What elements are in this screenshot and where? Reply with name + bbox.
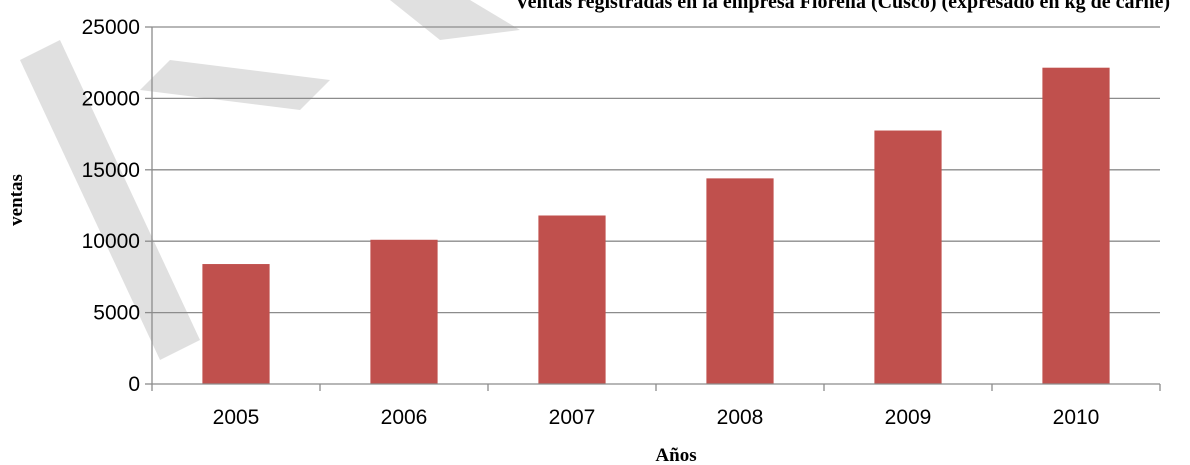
x-tick-label: 2005 [213,406,260,429]
bar-2006 [370,239,438,384]
x-tick-labels: 2005 2006 2007 2008 2009 2010 [213,406,1100,429]
x-axis-title: Años [655,445,696,465]
x-tick-label: 2010 [1053,406,1100,429]
bar-2007 [538,215,606,384]
grid-lines [152,26,1160,314]
chart-title: Ventas registradas en la empresa Fiorell… [515,0,1170,13]
y-tick-label: 0 [128,373,140,396]
y-tick-label: 20000 [82,87,140,110]
y-tick-labels: 0 5000 10000 15000 20000 25000 [82,16,140,396]
bars [202,67,1110,384]
bar-2010 [1042,67,1110,384]
x-tick-label: 2008 [717,406,764,429]
bar-2008 [706,178,774,384]
bar-2005 [202,264,270,384]
x-tick-label: 2006 [381,406,428,429]
y-tick-label: 25000 [82,16,140,39]
bar-2009 [874,130,942,384]
x-tick-label: 2009 [885,406,932,429]
watermark [20,0,520,360]
y-tick-label: 10000 [82,230,140,253]
y-tick-label: 5000 [93,302,140,325]
y-tick-label: 15000 [82,159,140,182]
axes [145,26,1161,391]
x-tick-label: 2007 [549,406,596,429]
y-axis-title: ventas [6,174,27,226]
